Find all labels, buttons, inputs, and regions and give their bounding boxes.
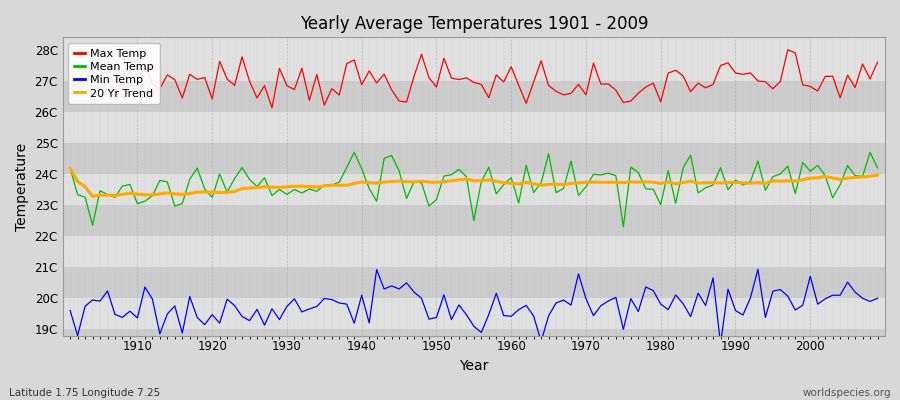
Bar <box>63 205 885 236</box>
Bar <box>63 50 885 81</box>
X-axis label: Year: Year <box>459 359 489 373</box>
Y-axis label: Temperature: Temperature <box>15 142 29 230</box>
Title: Yearly Average Temperatures 1901 - 2009: Yearly Average Temperatures 1901 - 2009 <box>300 15 648 33</box>
Bar <box>63 298 885 329</box>
Bar <box>63 267 885 298</box>
Legend: Max Temp, Mean Temp, Min Temp, 20 Yr Trend: Max Temp, Mean Temp, Min Temp, 20 Yr Tre… <box>68 43 159 104</box>
Bar <box>63 329 885 336</box>
Bar <box>63 174 885 205</box>
Bar <box>63 143 885 174</box>
Bar <box>63 236 885 267</box>
Text: worldspecies.org: worldspecies.org <box>803 388 891 398</box>
Bar <box>63 112 885 143</box>
Text: Latitude 1.75 Longitude 7.25: Latitude 1.75 Longitude 7.25 <box>9 388 160 398</box>
Bar <box>63 81 885 112</box>
Bar <box>63 37 885 50</box>
